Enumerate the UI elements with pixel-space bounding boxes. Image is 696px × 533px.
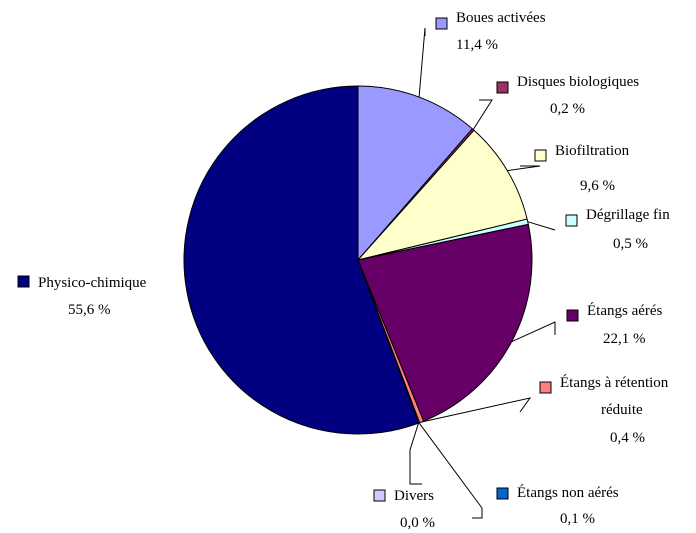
slice-labels: Boues activées 11,4 % Disques biologiques 0… xyxy=(17,10,670,531)
slice-name-etangs-non-aeres: Étangs non aérés xyxy=(517,484,619,501)
label-boues-activees: Boues activées 11,4 % xyxy=(418,10,546,98)
pie-slice-physico-chimique xyxy=(183,85,420,435)
slice-name-boues-activees: Boues activées xyxy=(456,10,546,26)
label-divers: Divers 0,0 % xyxy=(373,422,435,531)
leader-line-etangs-aeres xyxy=(511,321,556,343)
swatch-boues-activees xyxy=(435,17,448,30)
leader-line-etangs-non-aeres xyxy=(418,422,483,519)
swatch-disques-biologiques xyxy=(496,81,509,94)
leader-line-boues-activees xyxy=(418,27,426,98)
label-etangs-a-retention-reduite: Étangs à rétention réduite 0,4 % xyxy=(421,374,669,446)
label-physico-chimique: Physico-chimique 55,6 % xyxy=(17,275,147,318)
slice-name-etangs-aeres: Étangs aérés xyxy=(587,302,663,319)
slice-value-etangs-aeres: 22,1 % xyxy=(603,331,646,347)
swatch-etangs-non-aeres xyxy=(496,487,509,500)
slice-name-etangs-a-retention-reduite: Étangs à rétention xyxy=(560,374,669,391)
slice-name-divers: Divers xyxy=(394,488,434,504)
leader-line-etangs-a-retention-reduite xyxy=(421,397,532,423)
label-biofiltration: Biofiltration 9,6 % xyxy=(507,143,630,194)
slice-value-etangs-a-retention-reduite: 0,4 % xyxy=(610,430,645,446)
slice-value-etangs-non-aeres: 0,1 % xyxy=(560,511,595,527)
slice-name-degrillage-fin: Dégrillage fin xyxy=(586,207,670,223)
leader-line-degrillage-fin xyxy=(527,221,556,231)
swatch-physico-chimique xyxy=(17,275,30,288)
swatch-biofiltration xyxy=(534,149,547,162)
slice-value-divers: 0,0 % xyxy=(400,515,435,531)
slice-name-etangs-a-retention-reduite-1: réduite xyxy=(601,402,643,418)
slice-value-degrillage-fin: 0,5 % xyxy=(613,236,648,252)
swatch-etangs-aeres xyxy=(566,309,579,322)
leader-line-divers xyxy=(409,422,422,485)
label-disques-biologiques: Disques biologiques 0,2 % xyxy=(472,74,639,130)
leader-line-biofiltration xyxy=(507,165,541,172)
label-degrillage-fin: Dégrillage fin 0,5 % xyxy=(527,207,670,252)
slice-name-physico-chimique: Physico-chimique xyxy=(38,275,147,291)
slice-name-disques-biologiques: Disques biologiques xyxy=(517,74,639,90)
leader-line-disques-biologiques xyxy=(472,99,493,130)
slice-name-biofiltration: Biofiltration xyxy=(555,143,630,159)
swatch-divers xyxy=(373,489,386,502)
swatch-degrillage-fin xyxy=(565,214,578,227)
slice-value-biofiltration: 9,6 % xyxy=(580,178,615,194)
pie-slice-etangs-aeres xyxy=(357,223,533,422)
label-etangs-non-aeres: Étangs non aérés 0,1 % xyxy=(418,422,619,527)
pie-slices xyxy=(183,85,533,435)
label-etangs-aeres: Étangs aérés 22,1 % xyxy=(511,302,663,347)
swatch-etangs-a-retention-reduite xyxy=(539,381,552,394)
slice-value-disques-biologiques: 0,2 % xyxy=(550,101,585,117)
slice-value-physico-chimique: 55,6 % xyxy=(68,302,111,318)
pie-slice-biofiltration xyxy=(357,129,528,261)
slice-value-boues-activees: 11,4 % xyxy=(456,37,498,53)
